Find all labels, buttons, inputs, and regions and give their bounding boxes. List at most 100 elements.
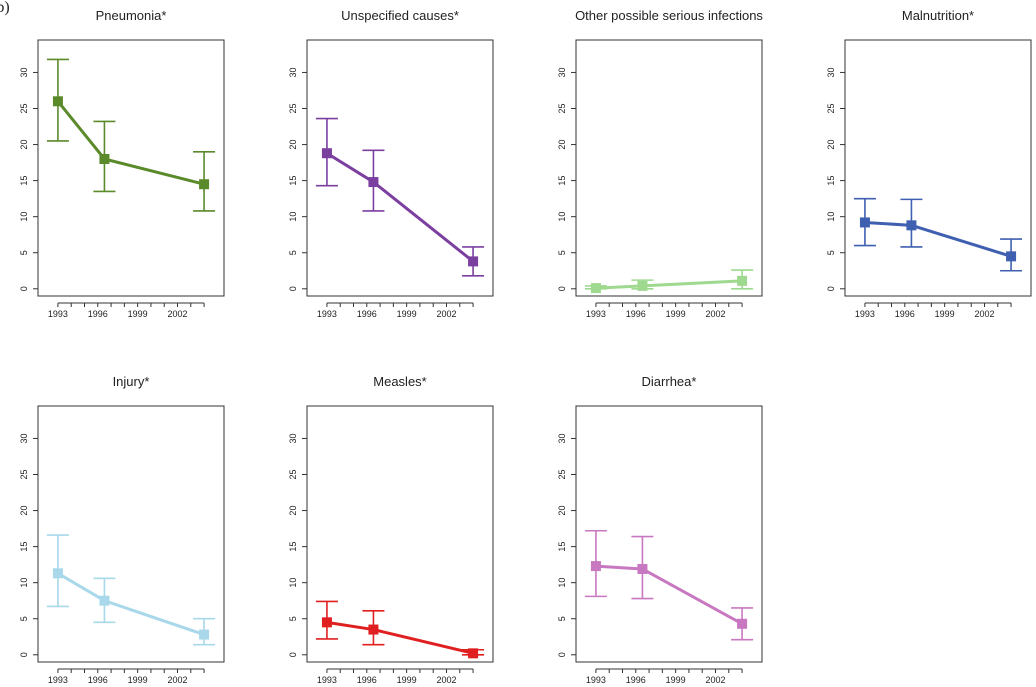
y-tick-label: 5 <box>557 250 567 255</box>
chart-panel: Unspecified causes* 0 5 10 15 20 25 30 1993 1996 1… <box>288 8 494 319</box>
y-tick-label: 15 <box>19 176 29 186</box>
y-tick-label: 25 <box>288 469 298 479</box>
y-tick-label: 25 <box>557 469 567 479</box>
chart-title: Pneumonia* <box>96 8 167 23</box>
y-tick-label: 20 <box>826 140 836 150</box>
x-tick-label: 1993 <box>855 309 875 319</box>
x-tick-label: 1996 <box>357 675 377 685</box>
x-tick-label: 1996 <box>88 309 108 319</box>
x-tick-label: 1999 <box>128 675 148 685</box>
y-tick-label: 5 <box>557 616 567 621</box>
x-tick-label: 1996 <box>88 675 108 685</box>
y-tick-label: 10 <box>19 212 29 222</box>
chart-title: Other possible serious infections <box>575 8 763 23</box>
data-point <box>737 618 748 629</box>
series-line <box>56 100 205 186</box>
data-point <box>1006 251 1017 262</box>
y-tick-label: 10 <box>288 578 298 588</box>
x-tick-label: 1993 <box>586 309 606 319</box>
plot-frame <box>37 405 225 663</box>
y-tick-label: 5 <box>19 616 29 621</box>
x-tick-label: 1993 <box>317 309 337 319</box>
y-tick-label: 0 <box>288 652 298 657</box>
data-point <box>906 220 917 231</box>
y-tick-label: 0 <box>19 652 29 657</box>
x-tick-label: 1999 <box>666 675 686 685</box>
y-tick-label: 25 <box>19 469 29 479</box>
panel-label: (b) <box>0 0 10 16</box>
data-point <box>321 148 332 159</box>
chart-title: Malnutrition* <box>902 8 974 23</box>
x-tick-label: 2002 <box>436 675 456 685</box>
x-tick-label: 2002 <box>705 675 725 685</box>
y-tick-label: 0 <box>557 652 567 657</box>
y-tick-label: 20 <box>19 506 29 516</box>
chart-panel: Pneumonia* 0 5 10 15 20 25 30 1993 1996 1999 2002 <box>19 8 225 319</box>
y-tick-label: 25 <box>557 103 567 113</box>
y-tick-label: 0 <box>19 286 29 291</box>
y-tick-label: 10 <box>557 212 567 222</box>
y-tick-label: 5 <box>288 616 298 621</box>
plot-frame <box>37 39 225 297</box>
series-line <box>595 564 743 626</box>
y-tick-label: 30 <box>19 67 29 77</box>
y-tick-label: 25 <box>826 103 836 113</box>
y-tick-label: 15 <box>288 542 298 552</box>
plot-frame <box>306 39 494 297</box>
y-tick-label: 15 <box>19 542 29 552</box>
x-tick-label: 2002 <box>974 309 994 319</box>
y-tick-label: 25 <box>288 103 298 113</box>
series-line <box>326 620 474 655</box>
y-tick-label: 10 <box>288 212 298 222</box>
data-point <box>368 624 379 635</box>
y-tick-label: 0 <box>826 286 836 291</box>
chart-title: Unspecified causes* <box>341 8 459 23</box>
series-line <box>595 279 743 290</box>
data-point <box>859 217 870 228</box>
x-tick-label: 1996 <box>357 309 377 319</box>
y-tick-label: 30 <box>557 67 567 77</box>
y-tick-label: 20 <box>557 506 567 516</box>
y-tick-label: 20 <box>288 140 298 150</box>
plot-frame <box>844 39 1032 297</box>
y-tick-label: 25 <box>19 103 29 113</box>
plot-frame <box>575 405 763 663</box>
data-point <box>468 648 479 659</box>
chart-panels: Pneumonia* 0 5 10 15 20 25 30 1993 1996 1999 2002 Un… <box>19 8 1032 685</box>
data-point <box>199 179 210 190</box>
x-tick-label: 1999 <box>397 675 417 685</box>
y-tick-label: 15 <box>288 176 298 186</box>
data-point <box>590 561 601 572</box>
y-tick-label: 30 <box>557 433 567 443</box>
x-tick-label: 2002 <box>167 309 187 319</box>
x-tick-label: 1993 <box>317 675 337 685</box>
chart-panel: Measles* 0 5 10 15 20 25 30 1993 1996 1999 2002 <box>288 374 494 685</box>
data-point <box>52 568 63 579</box>
chart-panel: Other possible serious infections 0 5 10 15 2… <box>557 8 763 319</box>
series-line <box>326 151 475 263</box>
y-tick-label: 10 <box>19 578 29 588</box>
y-tick-label: 20 <box>288 506 298 516</box>
y-tick-label: 15 <box>557 176 567 186</box>
data-point <box>199 629 210 640</box>
data-point <box>321 617 332 628</box>
x-tick-label: 1996 <box>626 675 646 685</box>
y-tick-label: 15 <box>557 542 567 552</box>
x-tick-label: 1993 <box>48 675 68 685</box>
y-tick-label: 30 <box>288 67 298 77</box>
chart-panel: Malnutrition* 0 5 10 15 20 25 30 1993 1996 1999 200… <box>826 8 1032 319</box>
y-tick-label: 20 <box>19 140 29 150</box>
x-tick-label: 1996 <box>626 309 646 319</box>
data-point <box>637 563 648 574</box>
y-tick-label: 15 <box>826 176 836 186</box>
y-tick-label: 5 <box>19 250 29 255</box>
chart-title: Diarrhea* <box>642 374 697 389</box>
y-tick-label: 0 <box>288 286 298 291</box>
x-tick-label: 2002 <box>167 675 187 685</box>
data-point <box>637 280 648 291</box>
x-tick-label: 1993 <box>48 309 68 319</box>
chart-panel: Diarrhea* 0 5 10 15 20 25 30 1993 1996 1999 2002 <box>557 374 763 685</box>
x-tick-label: 1999 <box>666 309 686 319</box>
y-tick-label: 10 <box>826 212 836 222</box>
